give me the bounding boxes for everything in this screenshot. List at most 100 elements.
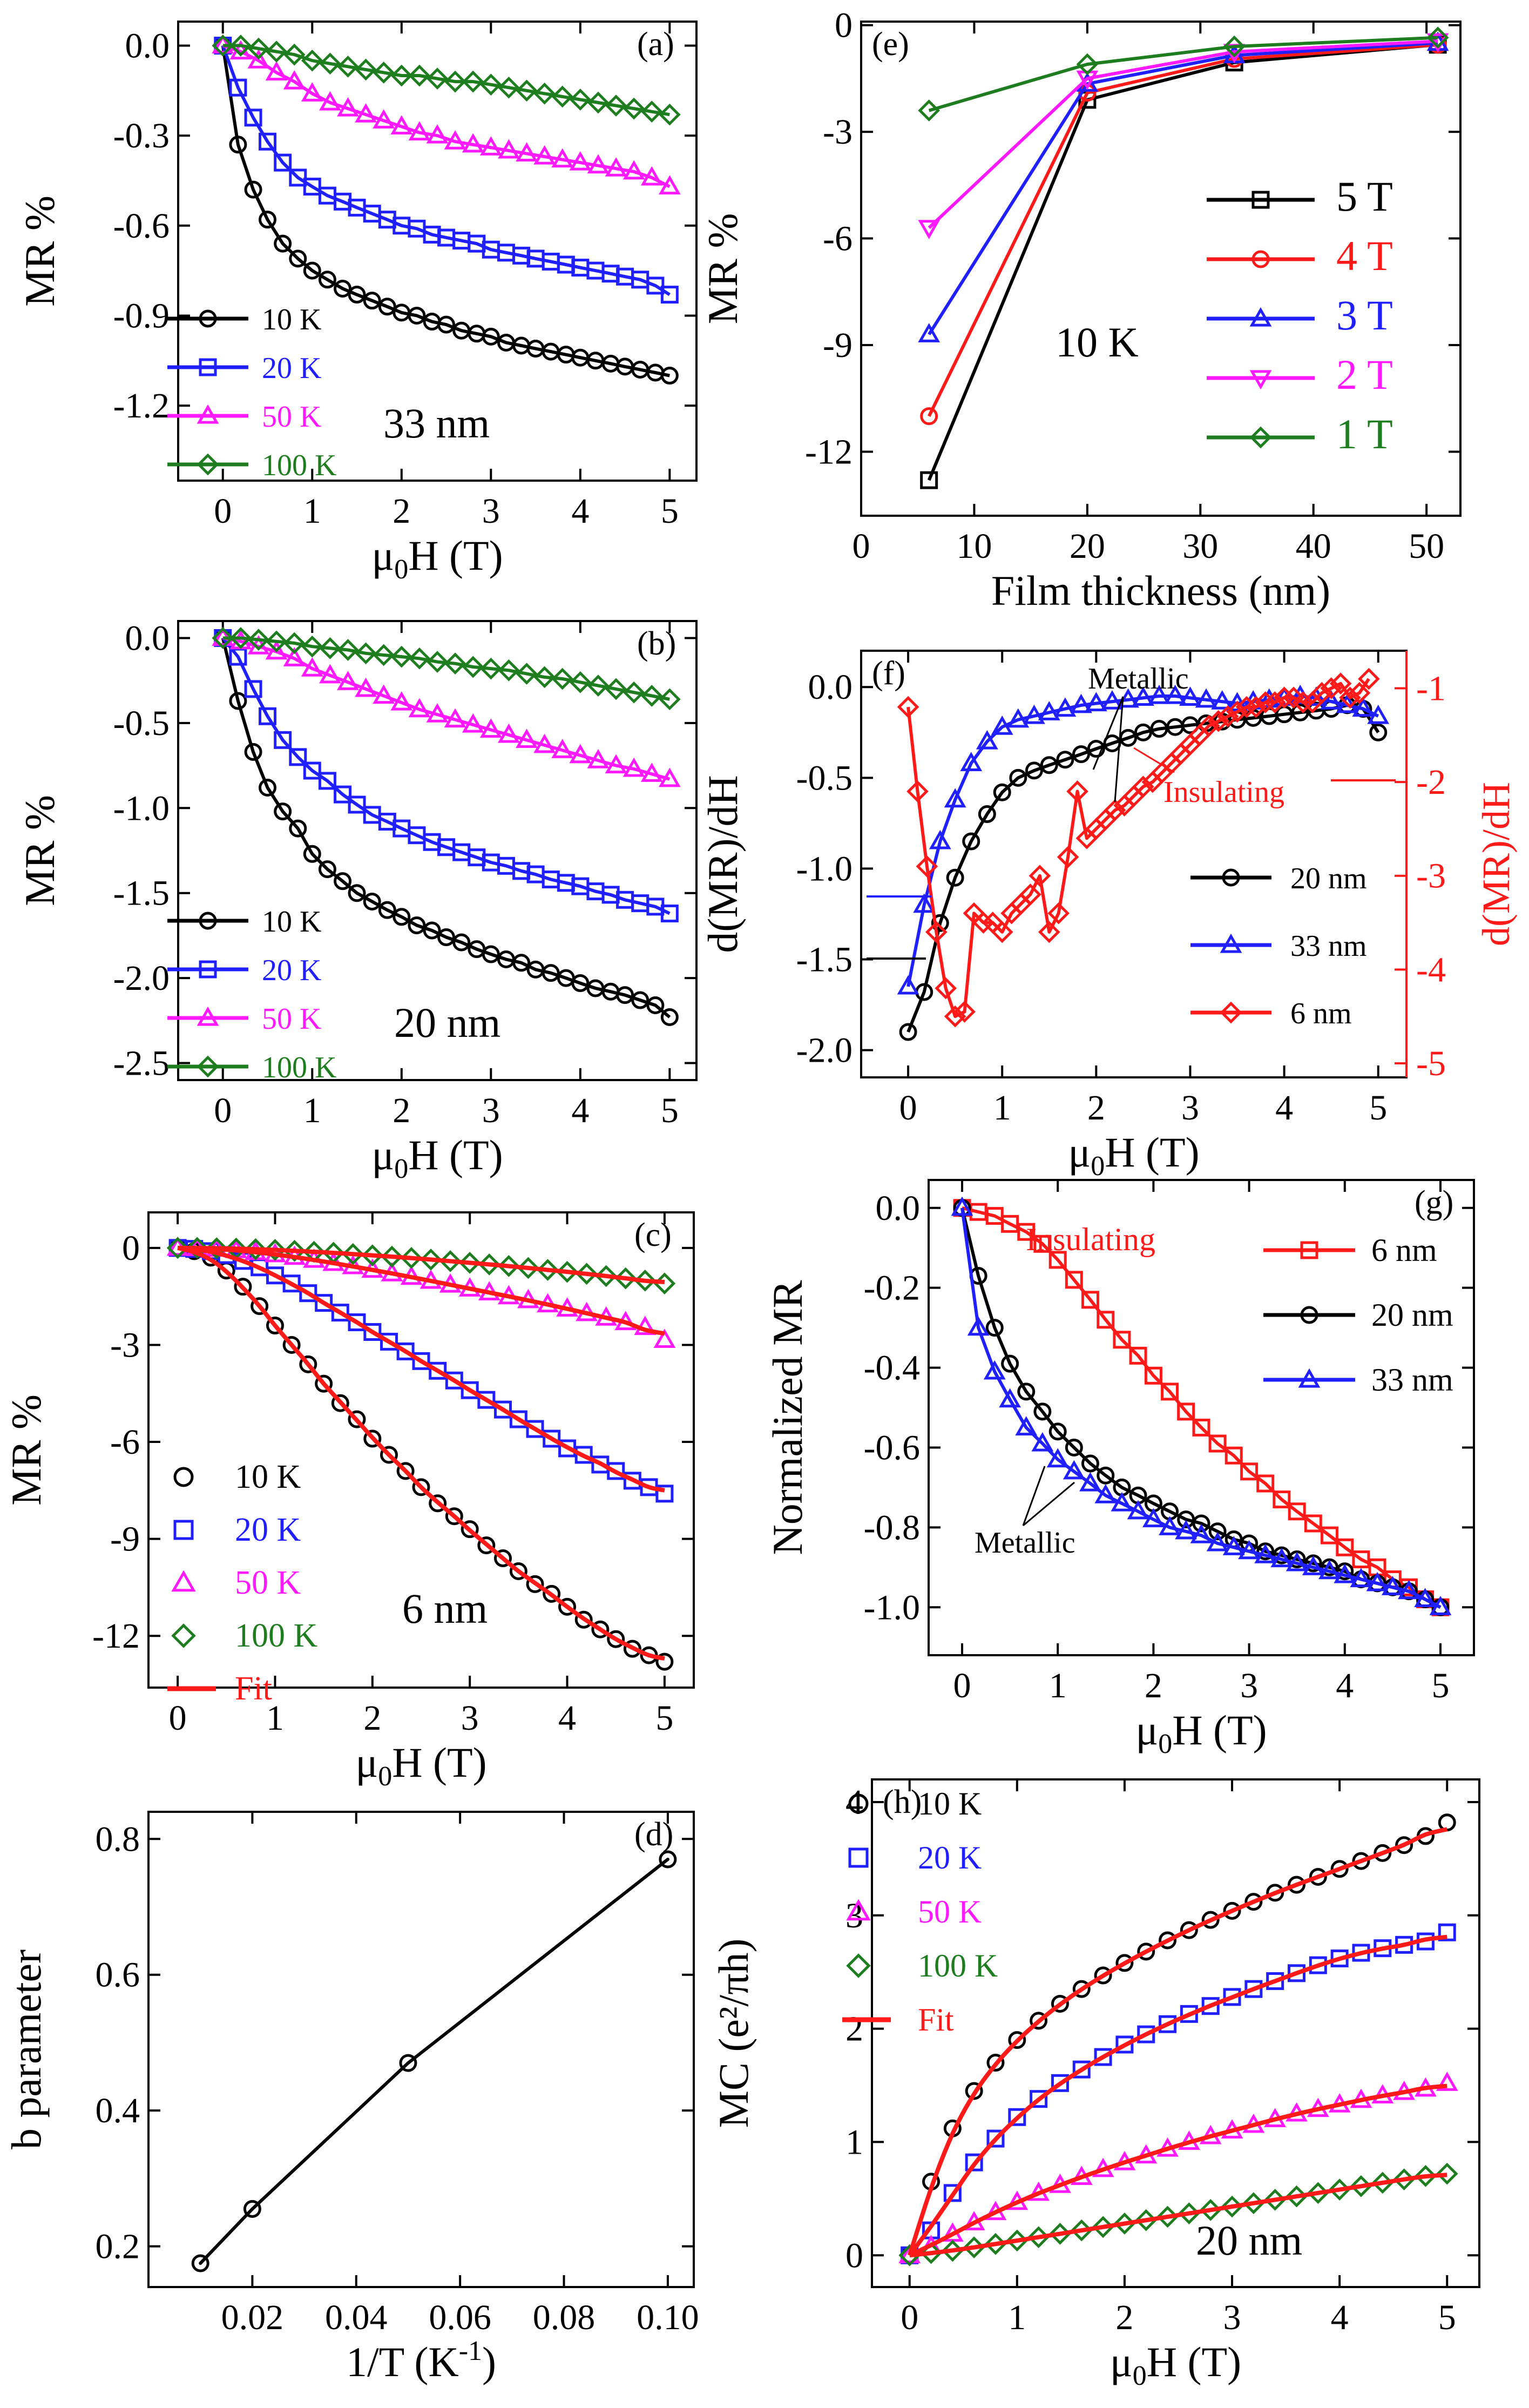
data-point: [274, 153, 292, 172]
data-point: [1235, 696, 1258, 718]
legend-label: 10 K: [235, 1459, 301, 1495]
data-point: [408, 64, 431, 87]
data-point: [426, 651, 449, 673]
data-point: [212, 627, 234, 649]
data-point: [991, 921, 1013, 943]
series-line: [222, 44, 671, 188]
data-point: [319, 664, 341, 684]
data-point: [1195, 688, 1217, 708]
data-point: [1046, 1448, 1069, 1468]
legend-marker: [171, 1623, 196, 1648]
data-point: [299, 1355, 317, 1373]
data-point: [1226, 700, 1248, 723]
legend-label: 4 T: [1336, 232, 1393, 279]
legend-marker: [173, 1520, 194, 1540]
data-point: [244, 680, 262, 698]
data-point: [991, 716, 1013, 735]
legend-label: 20 K: [918, 1840, 982, 1876]
data-point: [399, 2054, 417, 2072]
data-point: [1429, 1596, 1452, 1615]
data-point: [1374, 1844, 1392, 1862]
y-tick-label: -0.9: [113, 296, 170, 335]
data-point: [355, 642, 377, 665]
legend-label: 20 K: [262, 352, 321, 385]
data-point: [319, 91, 341, 111]
data-point-ring: [659, 1850, 677, 1869]
data-point: [1208, 1434, 1227, 1453]
data-point: [574, 1610, 593, 1629]
data-point: [509, 1410, 527, 1428]
data-point: [444, 130, 466, 150]
data-point: [965, 2082, 983, 2100]
data-point: [1127, 1500, 1149, 1520]
data-point: [373, 62, 395, 84]
data-point: [631, 991, 650, 1009]
series-line: [221, 45, 671, 296]
data-point: [574, 1446, 593, 1464]
x-axis-label: μ0H (T): [371, 532, 503, 585]
data-point: [289, 249, 307, 268]
data-point: [1180, 2005, 1198, 2023]
data-point: [569, 151, 592, 171]
data-point: [1336, 1538, 1354, 1556]
data-point-dot: [199, 2262, 202, 2265]
legend-label: 10 K: [262, 905, 321, 939]
data-point: [331, 1304, 349, 1322]
data-point: [1254, 1543, 1277, 1563]
legend-marker: [197, 1006, 219, 1026]
x-tick-label: 5: [661, 491, 679, 531]
data-point: [408, 647, 431, 670]
data-point: [301, 49, 323, 72]
data-point: [348, 795, 366, 814]
data-point: [1304, 1514, 1322, 1533]
data-point: [1081, 1291, 1099, 1309]
data-point: [259, 211, 277, 229]
data-point: [318, 860, 336, 879]
data-point: [283, 1239, 306, 1262]
panel-label: (h): [883, 1784, 922, 1820]
data-point: [543, 1429, 561, 1448]
y-tick-label: 0.2: [96, 2227, 140, 2267]
y-right-tick-label: -1: [1416, 669, 1446, 708]
data-point: [477, 1536, 496, 1555]
data-point: [607, 1630, 625, 1648]
y-axis-right-label: d(MR)/dH: [1474, 782, 1518, 946]
x-tick-label: 4: [1331, 2298, 1349, 2337]
data-point: [1085, 692, 1107, 712]
data-point: [634, 1269, 657, 1292]
data-point: [331, 1394, 349, 1412]
x-tick-label: 40: [1296, 527, 1331, 566]
data-point: [408, 916, 426, 935]
data-point: [512, 954, 531, 972]
data-point: [537, 1259, 559, 1281]
data-point: [1047, 902, 1070, 925]
data-point: [1159, 1516, 1181, 1535]
data-point: [551, 85, 574, 108]
y-axis-label: MC (e²/πh): [710, 1939, 757, 2128]
y-tick-label: -2.5: [113, 1044, 170, 1083]
x-tick-label: 1: [266, 1698, 284, 1738]
data-point: [551, 667, 574, 690]
data-point: [1288, 1876, 1306, 1894]
data-point: [498, 723, 520, 743]
data-point: [1240, 1462, 1259, 1481]
legend-marker: [171, 1570, 196, 1592]
data-point: [243, 2200, 261, 2218]
data-point: [303, 178, 321, 196]
data-point: [1438, 1923, 1456, 1941]
data-point: [355, 58, 377, 81]
data-point: [918, 323, 941, 342]
data-point: [1007, 708, 1030, 728]
x-tick-label: 5: [1431, 1666, 1449, 1705]
y-tick-label: -0.2: [864, 1269, 920, 1308]
data-point: [1426, 26, 1449, 49]
data-point: [655, 1652, 674, 1671]
data-point: [943, 2184, 962, 2202]
data-point: [1048, 1251, 1067, 1269]
data-point: [1079, 1472, 1101, 1492]
data-point: [1094, 2048, 1112, 2066]
data-point: [1288, 1964, 1306, 1982]
fit-line: [909, 2173, 1447, 2258]
data-point: [1057, 846, 1079, 868]
data-point: [420, 1249, 442, 1271]
